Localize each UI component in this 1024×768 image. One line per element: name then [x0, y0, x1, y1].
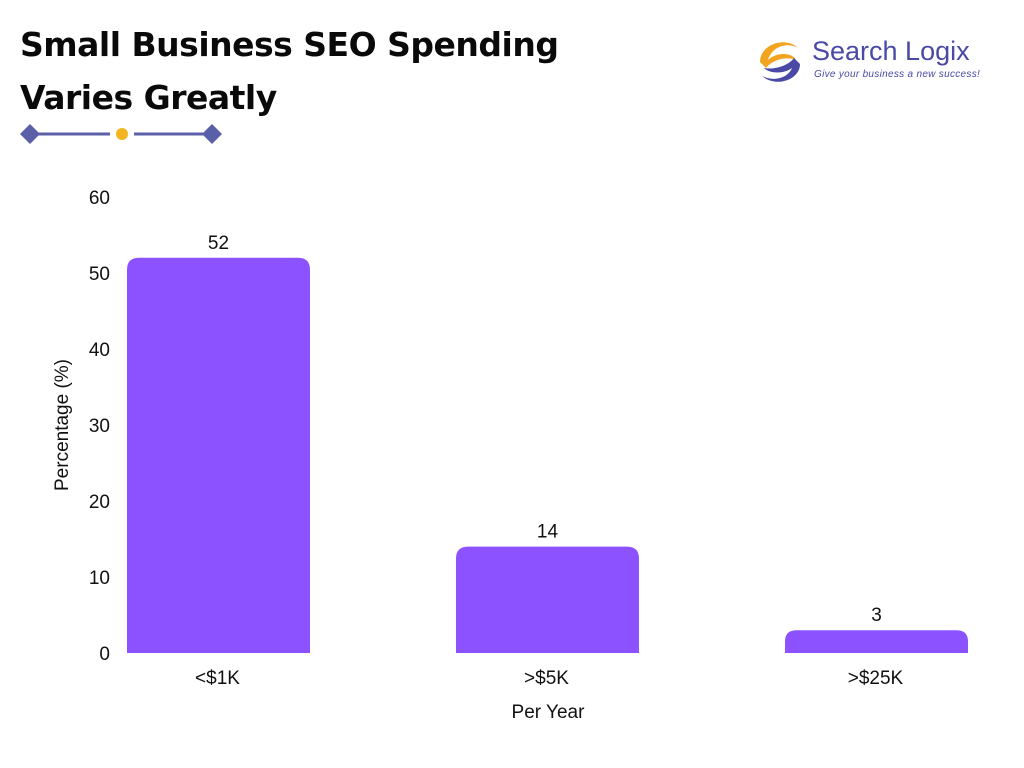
bar-2	[785, 630, 968, 653]
bars-group	[127, 257, 968, 653]
y-tick-label: 60	[89, 188, 110, 209]
bar-value-label: 52	[208, 233, 229, 254]
y-tick-label: 10	[89, 568, 110, 589]
y-tick-label: 0	[99, 644, 110, 665]
x-axis-ticks: <$1K >$5K >$25K	[195, 668, 904, 689]
y-axis-ticks: 0 10 20 30 40 50 60	[89, 188, 110, 665]
bar-1	[456, 546, 639, 653]
x-tick-label: >$25K	[848, 668, 904, 689]
logo-name: Search Logix	[812, 36, 970, 66]
title-line-2: Varies Greatly	[20, 78, 277, 117]
divider-diamond-left	[20, 124, 40, 144]
divider-dot	[116, 128, 128, 140]
x-axis-label: Per Year	[512, 702, 586, 723]
y-tick-label: 30	[89, 416, 110, 437]
bar-0	[127, 257, 310, 653]
y-tick-label: 40	[89, 340, 110, 361]
y-tick-label: 50	[89, 264, 110, 285]
y-axis-label: Percentage (%)	[52, 359, 73, 491]
logo-swirl-icon	[760, 42, 800, 82]
bar-value-label: 14	[537, 522, 559, 543]
bar-value-label: 3	[871, 605, 882, 626]
y-tick-label: 20	[89, 492, 110, 513]
brand-logo: Search Logix Give your business a new su…	[752, 34, 992, 90]
x-tick-label: <$1K	[195, 668, 240, 689]
x-tick-label: >$5K	[524, 668, 569, 689]
title-line-1: Small Business SEO Spending	[20, 25, 559, 64]
page-title: Small Business SEO Spending Varies Great…	[20, 18, 660, 124]
logo-tagline: Give your business a new success!	[814, 69, 981, 80]
data-labels-group: 52 14 3	[208, 233, 882, 626]
divider-diamond-right	[202, 124, 222, 144]
title-divider	[20, 124, 222, 144]
